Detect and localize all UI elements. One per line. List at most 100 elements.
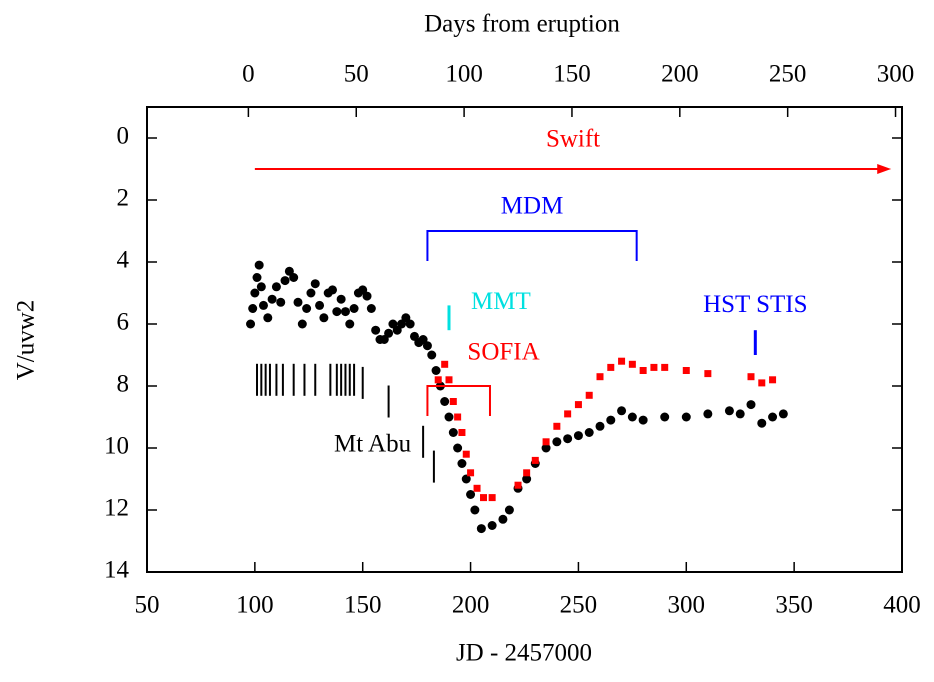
point (250, 288, 260, 298)
annotation: Mt Abu (334, 431, 412, 458)
y-axis-label: V/uvw2 (13, 300, 40, 381)
point (349, 304, 359, 313)
point (473, 484, 481, 492)
top-tick-label: 100 (445, 61, 483, 88)
point (306, 288, 316, 298)
point (405, 319, 415, 329)
plot-frame (146, 106, 903, 573)
point (384, 328, 394, 338)
point (248, 304, 258, 313)
point (371, 325, 381, 335)
point (564, 410, 572, 418)
point (638, 415, 648, 425)
point (480, 494, 488, 502)
point (703, 409, 713, 419)
point (422, 341, 432, 351)
point (276, 297, 286, 307)
point (254, 260, 264, 270)
point (618, 357, 626, 365)
point (362, 291, 372, 301)
point (628, 360, 636, 368)
point (704, 370, 712, 378)
point (660, 412, 670, 422)
point (627, 412, 637, 422)
point (345, 319, 355, 329)
x-tick-label: 50 (135, 592, 160, 619)
y-tick-label: 14 (104, 557, 130, 584)
point (542, 438, 550, 446)
x-tick-label: 150 (344, 592, 382, 619)
point (498, 514, 508, 524)
point (467, 469, 475, 477)
point (681, 412, 691, 422)
x-tick-label: 200 (452, 592, 490, 619)
x-tick-label: 300 (668, 592, 706, 619)
point (427, 350, 437, 360)
point (595, 421, 605, 431)
point (747, 373, 755, 381)
point (434, 376, 442, 384)
point (476, 524, 486, 534)
point (541, 443, 551, 453)
x-tick-label: 400 (883, 592, 921, 619)
point (768, 412, 778, 422)
y-tick-label: 0 (117, 123, 130, 150)
point (514, 481, 522, 489)
top-tick-label: 250 (769, 61, 807, 88)
top-tick-label: 50 (344, 61, 369, 88)
point (470, 505, 480, 515)
point (552, 437, 562, 447)
arrow-head (877, 164, 892, 174)
point (319, 313, 329, 323)
point (449, 398, 457, 405)
point (315, 300, 325, 310)
point (724, 406, 734, 416)
point (778, 409, 788, 419)
point (617, 406, 627, 416)
point (531, 456, 539, 464)
point (453, 443, 463, 453)
point (607, 363, 615, 371)
y-tick-label: 2 (117, 185, 130, 212)
point (441, 360, 449, 368)
y-tick-label: 12 (104, 495, 129, 522)
point (487, 521, 497, 530)
y-tick-label: 4 (117, 247, 130, 274)
bracket (426, 230, 638, 261)
point (340, 307, 350, 317)
bracket (426, 385, 491, 416)
top-tick-label: 200 (661, 61, 699, 88)
point (650, 363, 658, 371)
top-tick-label: 150 (553, 61, 591, 88)
point (267, 294, 277, 304)
point (553, 422, 561, 430)
top-tick-label: 0 (242, 61, 255, 88)
point (488, 494, 496, 502)
point (563, 434, 573, 444)
annotation: HST STIS (703, 291, 807, 318)
point (461, 474, 471, 484)
point (328, 285, 338, 295)
point (746, 400, 756, 410)
point (454, 413, 462, 421)
point (332, 307, 342, 317)
y-tick-label: 8 (117, 371, 130, 398)
point (336, 294, 346, 304)
point (302, 304, 312, 313)
annotation: SOFIA (467, 339, 539, 366)
point (431, 366, 441, 375)
point (280, 276, 290, 286)
top-tick-label: 300 (877, 61, 915, 88)
point (585, 391, 593, 399)
annotation: MMT (471, 288, 531, 315)
annotation: MDM (501, 193, 564, 220)
point (522, 474, 532, 484)
point (574, 401, 582, 409)
point (466, 490, 476, 499)
point (757, 418, 767, 428)
point (256, 282, 266, 292)
annotation: Swift (546, 126, 600, 153)
x-tick-label: 100 (236, 592, 274, 619)
point (458, 429, 466, 436)
point (289, 273, 299, 282)
